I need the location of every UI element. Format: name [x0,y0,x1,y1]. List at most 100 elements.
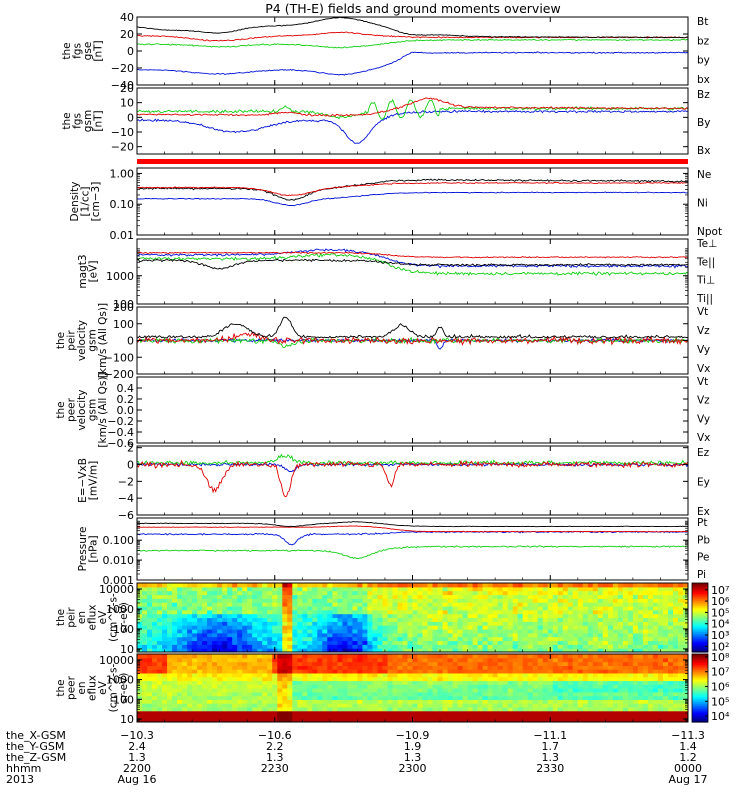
series-line-3 [137,336,688,349]
legend-entry: Pb [697,534,710,546]
plot-title: P4 (TH-E) fields and ground moments over… [265,1,560,16]
y-tick-label: 0 [127,111,134,124]
colorbar-tick-label: 10⁵ [711,695,729,708]
series-line-2 [137,258,688,270]
colorbar-tick-label: 10⁶ [711,595,730,608]
y-tick-label: −40 [111,79,134,92]
legend-entry: By [697,117,710,129]
y-axis-label: gse [82,42,94,61]
y-tick-label: −0.2 [107,415,134,428]
legend-entry: Ey [697,477,710,489]
x-tick-label: 1.3 [128,751,146,764]
colorbar-tick-label: 10⁶ [711,681,730,694]
colorbar-tick-label: 10² [711,640,729,653]
y-axis-label: fgs [72,113,84,129]
y-tick-label: 200 [113,301,134,314]
panel-frame [136,87,689,155]
legend-entry: Ez [697,447,710,459]
y-axis-label: Density [69,182,81,222]
legend-entry: Pi [697,569,706,581]
panel-peir-spectrogram: 10⁷10⁶10⁵10⁴10³10²10000100010010thepeire… [55,582,730,656]
y-axis-label: the [61,112,73,129]
series-line-4 [137,51,688,76]
series-line-1 [137,521,688,528]
colorbar-tick-label: 10⁷ [711,584,729,597]
y-axis-label: peer [66,397,78,422]
legend-entry: Pt [697,517,707,529]
y-tick-label: 0 [127,335,134,348]
x-row-label: 2013 [6,773,34,786]
x-row-label: the_Z-GSM [6,751,66,764]
x-tick-label: 1.4 [679,740,697,753]
legend-entry: Vz [697,395,710,407]
series-line-4 [137,530,688,546]
legend-entry: Npot [697,226,722,238]
y-axis-label: velocity [76,320,88,361]
legend-entry: Vx [697,363,710,375]
y-tick-label: 40 [120,11,134,24]
y-tick-label: 1000 [106,603,134,616]
series-lines [137,178,688,207]
legend-entry: Bz [697,89,710,101]
series-lines [137,17,688,76]
series-line-3 [137,545,688,560]
y-axis-label: the [55,609,67,626]
series-line-3 [137,462,688,473]
panel-frame [136,376,689,444]
x-tick-label: −11.3 [671,729,705,742]
x-tick-label: −10.9 [396,729,430,742]
x-tick-label: 2.2 [266,740,284,753]
y-tick-label: −2 [118,475,134,488]
y-axis-label: gsm [82,110,94,132]
x-tick-label: 2200 [123,762,151,775]
y-axis-label: Pressure [77,527,89,572]
x-tick-label: 1.9 [404,740,422,753]
x-tick-label: 2300 [399,762,427,775]
legend-entry: bz [697,35,710,47]
y-tick-label: 0.0 [117,404,135,417]
panel-frame [136,238,689,305]
x-tick-label: −10.6 [258,729,292,742]
y-axis-label: eflux [87,675,99,701]
y-axis-label: [km/s (All Qs)] [97,303,109,378]
series-lines [137,453,688,498]
series-line-2 [137,178,688,201]
panel-peer-velocity: 0.40.20.0−0.2−0.4−0.6 thepeervelocitygsm[… [55,372,710,450]
y-axis-label: eV [97,610,109,624]
x-row-label: hhmm [6,762,41,775]
x-tick-label: 0000 [674,762,702,775]
y-tick-label: 10 [120,643,134,656]
series-line-1 [137,251,688,259]
series-line-1 [137,17,688,39]
y-axis-label: gsm [87,399,99,421]
y-tick-label: 100 [113,693,134,706]
y-tick-label: 1000 [106,270,134,283]
x-tick-label: −10.3 [120,729,154,742]
y-tick-label: −10 [111,126,134,139]
y-axis-label: sr-eV) [118,602,130,633]
y-tick-label: 20 [120,28,134,41]
y-tick-label: 0.2 [117,393,135,406]
colorbar-tick-label: 10⁵ [711,606,729,619]
series-line-2 [137,331,688,346]
x-date-label: Aug 17 [669,773,708,786]
x-tick-label: 2.4 [128,740,146,753]
legend-entry: Te|| [696,256,715,268]
series-line-1 [137,97,688,117]
legend-entry: Ne [697,169,711,181]
legend-entry: bx [697,74,710,86]
y-axis-label: the [55,679,67,696]
legend-entry: Vt [697,376,708,388]
y-axis-label: eV [97,680,109,694]
colorbar-tick-label: 10⁷ [711,666,729,679]
legend-entry: Bx [697,145,710,157]
y-axis-label: peir [66,330,78,351]
panel-density: 1.00 0.10 0.01 Density[1/cc][cm−3] Ne Ni Npot [69,167,722,242]
separator-bar [137,159,688,164]
panel-frame [136,167,689,236]
